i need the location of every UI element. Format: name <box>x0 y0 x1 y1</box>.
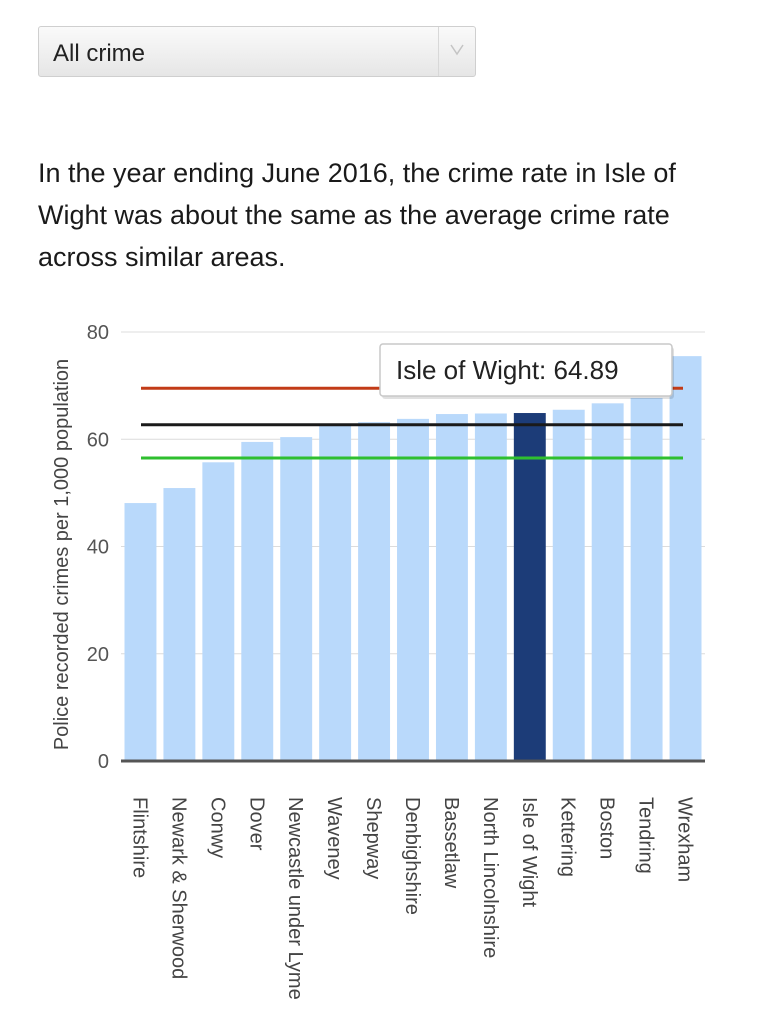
x-tick-label: Wrexham <box>674 797 696 882</box>
bar <box>552 409 585 761</box>
bar <box>435 414 468 761</box>
y-tick-label: 0 <box>98 751 109 773</box>
bar-highlighted <box>513 413 546 761</box>
bar <box>358 422 391 761</box>
bar <box>319 425 352 761</box>
bar <box>474 413 507 761</box>
chevron-down-icon[interactable] <box>438 27 475 76</box>
y-tick-label: 20 <box>87 644 109 666</box>
x-tick-label: Kettering <box>557 797 579 877</box>
bar <box>280 437 313 761</box>
x-tick-label: Dover <box>245 797 267 851</box>
bar <box>397 418 429 761</box>
bar <box>124 503 157 761</box>
x-tick-label: Tendring <box>635 797 657 874</box>
bar <box>591 403 624 761</box>
crime-type-select[interactable]: All crime <box>38 26 476 77</box>
x-tick-label: Newark & Sherwood <box>167 797 189 979</box>
bar <box>630 397 663 761</box>
bar <box>241 441 274 761</box>
tooltip-box <box>379 343 673 397</box>
x-tick-label: Isle of Wight <box>518 797 540 907</box>
crime-rate-chart: 0 20 40 60 80 Police recorded crimes per 1,00… <box>51 322 705 1000</box>
x-tick-label: Waveney <box>323 797 345 880</box>
x-tick-label: Flintshire <box>128 797 150 878</box>
bar <box>163 488 196 761</box>
y-axis-label: Police recorded crimes per 1,000 populat… <box>51 359 73 750</box>
x-tick-label: Newcastle under Lyme <box>284 797 306 1000</box>
summary-text: In the year ending June 2016, the crime … <box>38 158 676 272</box>
tooltip-text: Isle of Wight: 64.89 <box>396 355 619 385</box>
x-tick-label: Bassetlaw <box>440 797 462 889</box>
x-tick-label: Boston <box>596 797 618 859</box>
y-tick-label: 80 <box>87 322 109 344</box>
crime-type-select-value: All crime <box>53 40 146 67</box>
x-tick-label: Denbighshire <box>401 797 423 915</box>
bar <box>202 462 235 761</box>
x-tick-label: Shepway <box>362 797 384 879</box>
bar <box>669 356 702 761</box>
y-tick-label: 60 <box>87 429 109 451</box>
x-tick-label: North Lincolnshire <box>479 797 501 958</box>
x-tick-label: Conwy <box>206 797 228 858</box>
y-tick-label: 40 <box>87 537 109 559</box>
